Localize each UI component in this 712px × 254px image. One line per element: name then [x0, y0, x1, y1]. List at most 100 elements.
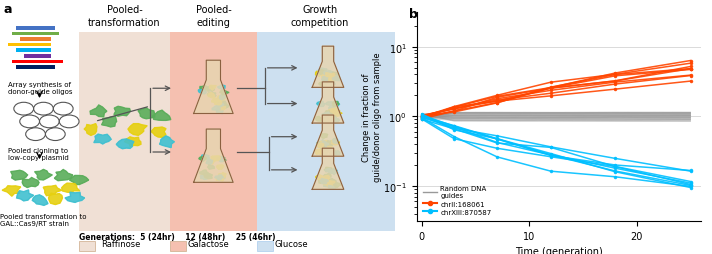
- Polygon shape: [315, 72, 323, 77]
- Text: Pooled-
editing: Pooled- editing: [196, 5, 231, 27]
- Polygon shape: [125, 137, 141, 147]
- Polygon shape: [328, 184, 335, 189]
- Polygon shape: [218, 96, 225, 102]
- Polygon shape: [333, 76, 340, 81]
- Bar: [170, 241, 186, 251]
- Polygon shape: [214, 156, 220, 161]
- Polygon shape: [323, 115, 330, 119]
- Polygon shape: [62, 183, 80, 193]
- Polygon shape: [319, 140, 327, 145]
- Polygon shape: [220, 101, 227, 107]
- Polygon shape: [218, 106, 226, 111]
- Polygon shape: [322, 75, 329, 80]
- Bar: [20, 38, 51, 42]
- Polygon shape: [325, 112, 333, 117]
- Legend: Random DNA
guides, chrII:168061, chrXIII:870587: Random DNA guides, chrII:168061, chrXIII…: [420, 183, 494, 217]
- Polygon shape: [320, 179, 328, 184]
- Polygon shape: [322, 113, 330, 118]
- Bar: [12, 60, 63, 64]
- Polygon shape: [207, 92, 216, 98]
- Polygon shape: [317, 142, 325, 146]
- Polygon shape: [212, 106, 220, 110]
- Polygon shape: [220, 90, 229, 96]
- Polygon shape: [319, 178, 325, 184]
- Polygon shape: [209, 86, 216, 91]
- Polygon shape: [329, 107, 336, 112]
- Polygon shape: [208, 165, 214, 169]
- Polygon shape: [94, 135, 111, 145]
- Polygon shape: [318, 142, 325, 147]
- Polygon shape: [324, 146, 333, 150]
- Polygon shape: [332, 151, 340, 155]
- Polygon shape: [216, 177, 224, 181]
- Polygon shape: [331, 73, 338, 77]
- Polygon shape: [114, 107, 130, 117]
- Bar: [257, 241, 273, 251]
- Polygon shape: [332, 140, 340, 145]
- Polygon shape: [84, 124, 97, 136]
- Polygon shape: [32, 195, 48, 205]
- Polygon shape: [194, 130, 233, 183]
- Polygon shape: [90, 106, 107, 117]
- Polygon shape: [322, 77, 329, 82]
- Polygon shape: [43, 186, 62, 196]
- Polygon shape: [321, 177, 329, 182]
- Polygon shape: [116, 139, 134, 149]
- Polygon shape: [317, 144, 323, 148]
- Polygon shape: [325, 147, 332, 151]
- Polygon shape: [323, 77, 330, 83]
- Polygon shape: [333, 102, 339, 107]
- Polygon shape: [199, 170, 208, 176]
- Polygon shape: [331, 118, 340, 123]
- Polygon shape: [324, 174, 331, 178]
- Polygon shape: [219, 173, 226, 178]
- Polygon shape: [318, 69, 327, 74]
- Polygon shape: [324, 168, 332, 172]
- Bar: [79, 33, 395, 231]
- Polygon shape: [328, 74, 336, 79]
- Polygon shape: [333, 102, 340, 107]
- Polygon shape: [219, 174, 225, 179]
- Polygon shape: [201, 155, 210, 160]
- Polygon shape: [333, 108, 340, 114]
- Text: Growth
competition: Growth competition: [291, 5, 350, 27]
- Polygon shape: [216, 157, 224, 162]
- Polygon shape: [317, 102, 325, 107]
- Polygon shape: [318, 71, 325, 75]
- Polygon shape: [325, 112, 332, 116]
- Polygon shape: [204, 172, 212, 178]
- Polygon shape: [315, 150, 322, 155]
- Polygon shape: [321, 118, 330, 122]
- Polygon shape: [330, 184, 337, 189]
- Polygon shape: [325, 117, 335, 122]
- Polygon shape: [329, 150, 337, 155]
- Polygon shape: [200, 175, 208, 180]
- Polygon shape: [211, 99, 220, 104]
- Polygon shape: [218, 157, 226, 162]
- Text: Glucose: Glucose: [275, 239, 308, 248]
- Polygon shape: [35, 170, 52, 180]
- Polygon shape: [70, 176, 89, 185]
- Polygon shape: [329, 114, 336, 119]
- Text: Pooled transformation to
GAL::Cas9/RT strain: Pooled transformation to GAL::Cas9/RT st…: [0, 213, 86, 226]
- Polygon shape: [204, 174, 212, 179]
- Polygon shape: [323, 80, 330, 86]
- Polygon shape: [152, 111, 171, 121]
- Polygon shape: [211, 156, 219, 161]
- Polygon shape: [320, 141, 328, 146]
- Polygon shape: [312, 83, 344, 124]
- Polygon shape: [198, 90, 206, 94]
- Polygon shape: [11, 171, 28, 180]
- Text: b: b: [409, 8, 418, 21]
- Polygon shape: [323, 72, 330, 76]
- Polygon shape: [159, 136, 174, 148]
- Polygon shape: [218, 86, 225, 90]
- Polygon shape: [216, 109, 223, 114]
- Polygon shape: [315, 117, 323, 122]
- Polygon shape: [65, 193, 85, 203]
- Polygon shape: [22, 178, 39, 188]
- Polygon shape: [326, 71, 334, 77]
- X-axis label: Time (generation): Time (generation): [515, 246, 603, 254]
- Polygon shape: [215, 175, 224, 180]
- Polygon shape: [206, 160, 213, 165]
